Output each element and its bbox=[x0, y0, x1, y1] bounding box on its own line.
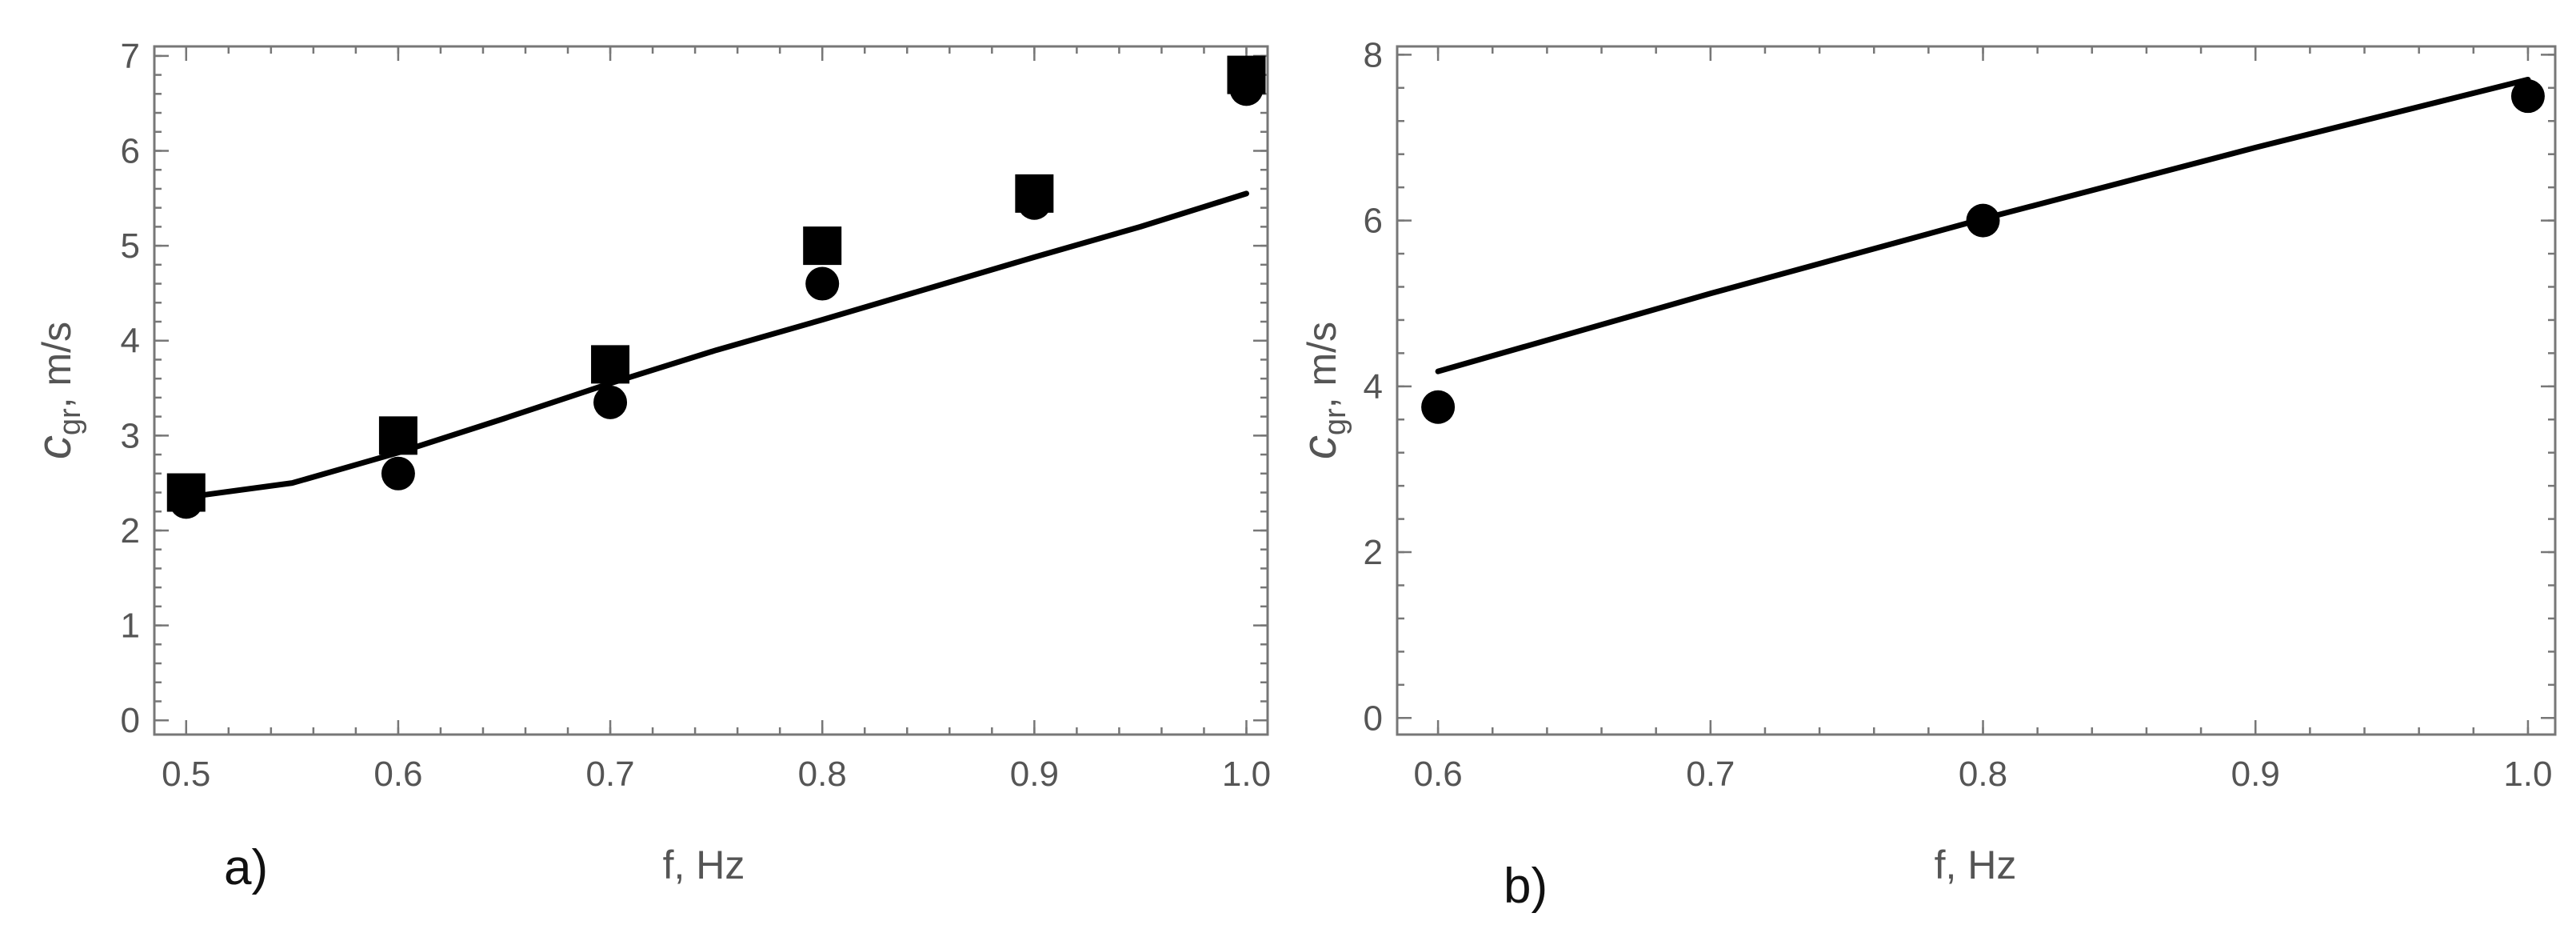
y-tick-label: 4 bbox=[121, 322, 140, 361]
y-tick-label: 5 bbox=[121, 226, 140, 266]
x-tick-label: 0.7 bbox=[585, 755, 634, 794]
data-point-square bbox=[378, 416, 417, 455]
x-tick-label: 0.7 bbox=[1686, 755, 1735, 794]
x-tick-label: 0.6 bbox=[373, 755, 422, 794]
y-tick-label: 2 bbox=[1364, 533, 1383, 572]
y-tick-label: 0 bbox=[121, 701, 140, 740]
x-tick-label: 0.9 bbox=[1010, 755, 1059, 794]
y-tick-label: 2 bbox=[121, 511, 140, 551]
y-tick-label: 1 bbox=[121, 607, 140, 646]
panel-label: a) bbox=[224, 840, 268, 895]
model-curve bbox=[183, 190, 1249, 500]
data-point-square bbox=[591, 345, 630, 384]
y-axis-title-sub: gr bbox=[1319, 408, 1352, 435]
chart-panel-b: 0.6 0.7 0.8 0.9 1.0 0 2 4 6 8 f, Hz cgr, m/s b) bbox=[1292, 35, 2557, 914]
x-axis-title: f, Hz bbox=[663, 843, 745, 887]
data-point-square bbox=[803, 226, 842, 266]
panel-label: b) bbox=[1504, 859, 1548, 914]
x-tick-label: 0.5 bbox=[162, 755, 210, 794]
y-tick-label: 7 bbox=[121, 37, 140, 76]
x-axis-title: f, Hz bbox=[1935, 843, 2017, 887]
y-axis-title-sub: gr bbox=[54, 408, 87, 435]
y-axis-title-unit: , m/s bbox=[34, 322, 79, 408]
data-point-circle bbox=[805, 266, 840, 301]
data-point-circle bbox=[1421, 390, 1456, 424]
x-tick-label: 0.9 bbox=[2231, 755, 2280, 794]
x-tick-label: 1.0 bbox=[1222, 755, 1271, 794]
data-point-square bbox=[166, 473, 206, 512]
x-tick-label: 1.0 bbox=[2503, 755, 2552, 794]
x-tick-label: 0.8 bbox=[1959, 755, 2007, 794]
y-axis-title: cgr, m/s bbox=[27, 322, 87, 459]
plot-frame bbox=[1396, 45, 2557, 736]
x-tick-label: 0.6 bbox=[1414, 755, 1463, 794]
y-tick-label: 0 bbox=[1364, 699, 1383, 738]
y-tick-label: 3 bbox=[121, 416, 140, 455]
y-axis-title-unit: , m/s bbox=[1300, 322, 1344, 408]
plot-frame bbox=[153, 45, 1269, 736]
y-axis-title-main: c bbox=[27, 435, 81, 459]
data-point-circle bbox=[381, 456, 415, 491]
y-tick-label: 8 bbox=[1364, 35, 1383, 74]
chart-panel-a: 0.5 0.6 0.7 0.8 0.9 1.0 0 1 2 3 4 5 6 7 f, Hz cgr, m/s a… bbox=[27, 37, 1271, 895]
data-point-circle bbox=[2510, 79, 2545, 114]
x-tick-label: 0.8 bbox=[798, 755, 847, 794]
y-tick-label: 6 bbox=[121, 131, 140, 170]
y-tick-label: 6 bbox=[1364, 202, 1383, 241]
data-point-square bbox=[1015, 174, 1054, 213]
y-axis-title-main: c bbox=[1292, 435, 1346, 459]
y-axis-title: cgr, m/s bbox=[1292, 322, 1352, 459]
y-tick-label: 4 bbox=[1364, 367, 1383, 406]
data-point-circle bbox=[593, 385, 628, 419]
data-point-square bbox=[1227, 55, 1266, 94]
data-point-circle bbox=[1966, 203, 2000, 238]
